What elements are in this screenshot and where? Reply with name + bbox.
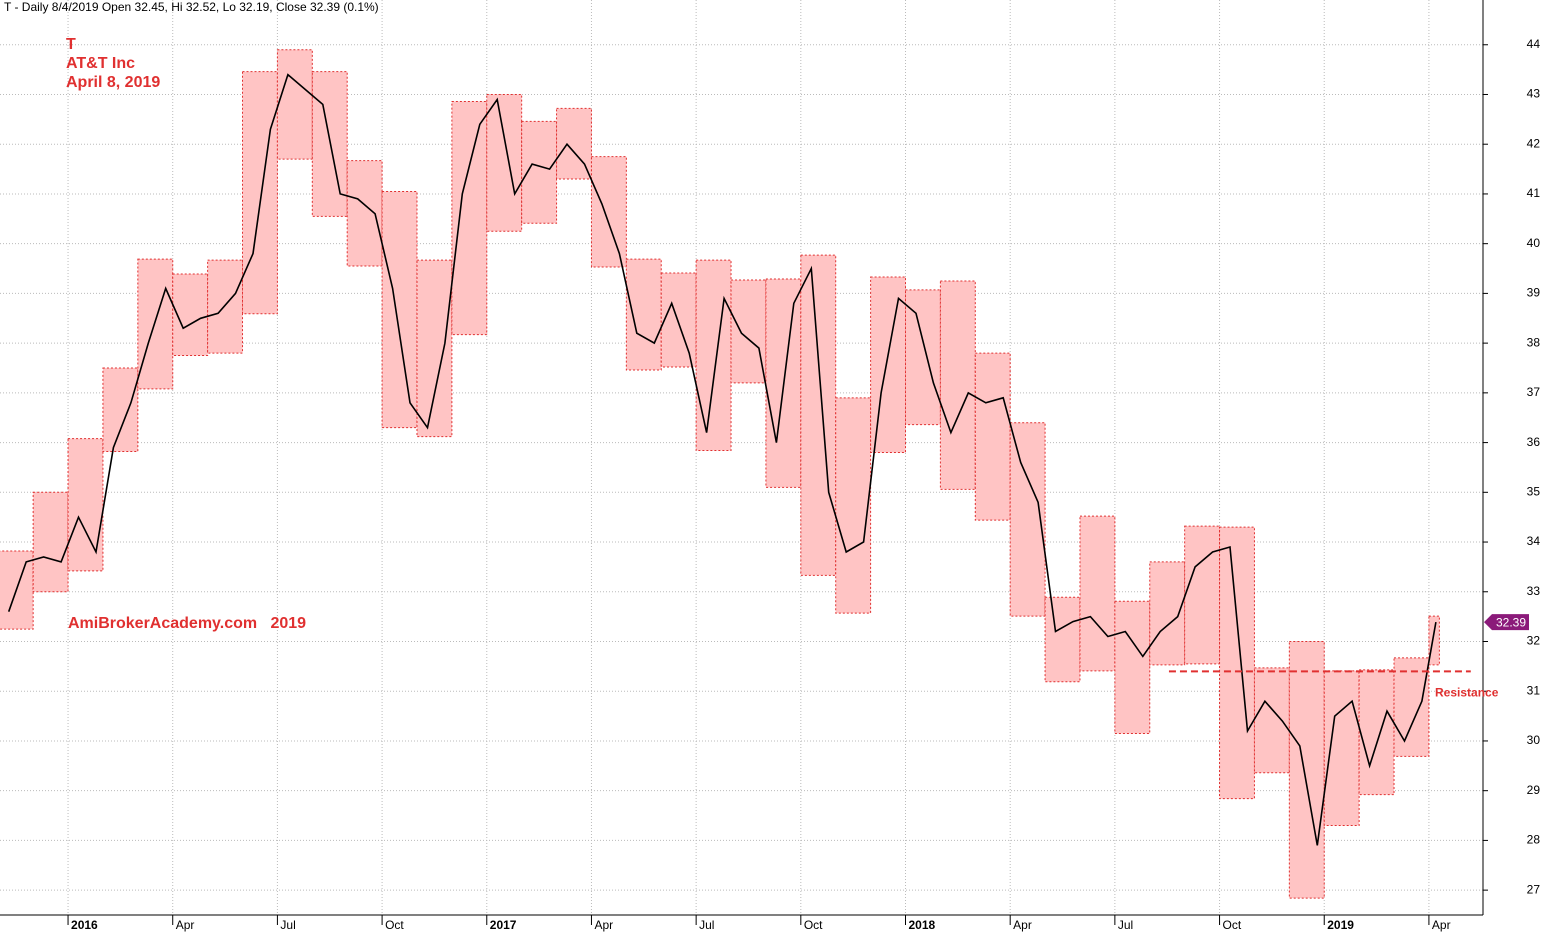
x-tick-label: Oct xyxy=(385,918,404,932)
month-range xyxy=(102,367,139,453)
y-tick-label: 38 xyxy=(1527,335,1541,349)
month-range xyxy=(1358,669,1395,796)
price-line xyxy=(7,73,1437,846)
last-price-tag xyxy=(1484,614,1529,631)
chart-title: T - Daily 8/4/2019 Open 32.45, Hi 32.52,… xyxy=(4,0,379,14)
x-tick-label: Apr xyxy=(594,918,613,932)
x-tick-label: 2019 xyxy=(1327,918,1354,932)
y-tick-label: 44 xyxy=(1527,37,1541,51)
month-range xyxy=(416,259,453,438)
y-tick-label: 34 xyxy=(1527,534,1541,548)
month-range xyxy=(346,160,383,267)
y-tick-label: 28 xyxy=(1527,833,1541,847)
month-range xyxy=(1393,657,1430,757)
month-range xyxy=(1044,596,1081,683)
watermark: AmiBrokerAcademy.com 2019 xyxy=(68,615,306,632)
month-range xyxy=(905,289,941,426)
monthly-ranges xyxy=(0,49,1440,899)
x-tick-label: Oct xyxy=(1223,918,1242,932)
resistance-label: Resistance xyxy=(1435,686,1499,700)
y-tick-label: 27 xyxy=(1527,882,1541,896)
month-range xyxy=(939,280,976,490)
date: April 8, 2019 xyxy=(66,74,160,91)
y-tick-label: 42 xyxy=(1527,136,1541,150)
y-tick-label: 39 xyxy=(1527,286,1541,300)
x-tick-label: Apr xyxy=(176,918,195,932)
month-range xyxy=(381,190,418,429)
month-range xyxy=(1009,422,1046,617)
y-tick-label: 29 xyxy=(1527,783,1541,797)
month-range xyxy=(800,254,837,576)
month-range xyxy=(207,259,244,354)
month-range xyxy=(1428,615,1440,666)
y-tick-label: 30 xyxy=(1527,733,1541,747)
x-tick-label: 2018 xyxy=(909,918,936,932)
x-tick-label: Apr xyxy=(1013,918,1032,932)
month-range xyxy=(625,258,662,371)
y-tick-label: 35 xyxy=(1527,484,1541,498)
month-range xyxy=(451,100,488,336)
month-range xyxy=(1114,600,1151,734)
month-range xyxy=(32,491,69,593)
y-tick-label: 31 xyxy=(1527,683,1541,697)
month-range xyxy=(870,276,907,454)
axes: 27 28 29 30 31 32 33 34 35 36 37 38 39 40 41 42 43 44 2016… xyxy=(67,37,1541,932)
month-range xyxy=(242,71,278,315)
month-range xyxy=(172,273,209,357)
y-tick-label: 33 xyxy=(1527,584,1541,598)
month-range xyxy=(276,49,313,160)
month-range xyxy=(1253,667,1290,774)
x-tick-label: Jul xyxy=(699,918,714,932)
month-range xyxy=(590,156,627,268)
month-range xyxy=(137,258,174,390)
month-range xyxy=(974,352,1011,521)
month-range xyxy=(1079,515,1116,672)
month-range xyxy=(1288,640,1325,899)
month-range xyxy=(486,93,523,232)
x-tick-label: Apr xyxy=(1432,918,1451,932)
month-range xyxy=(67,438,104,572)
x-tick-label: 2016 xyxy=(71,918,98,932)
x-tick-label: Oct xyxy=(804,918,823,932)
y-tick-label: 41 xyxy=(1527,186,1541,200)
x-tick-label: 2017 xyxy=(490,918,517,932)
month-range xyxy=(730,279,767,384)
symbol: T xyxy=(66,36,76,53)
y-tick-label: 43 xyxy=(1527,87,1541,101)
month-range xyxy=(1184,525,1221,665)
month-range xyxy=(695,259,732,452)
price xyxy=(7,73,1437,846)
month-range xyxy=(660,272,697,368)
y-tick-label: 37 xyxy=(1527,385,1541,399)
month-range xyxy=(835,397,872,614)
x-tick-label: Jul xyxy=(280,918,295,932)
month-range xyxy=(1323,670,1360,826)
x-tick-label: Jul xyxy=(1118,918,1133,932)
y-tick-label: 40 xyxy=(1527,236,1541,250)
y-tick-label: 36 xyxy=(1527,435,1541,449)
last-price-label: 32.39 xyxy=(1496,615,1526,629)
y-tick-label: 32 xyxy=(1527,634,1541,648)
month-range xyxy=(1219,526,1255,800)
company: AT&T Inc xyxy=(66,55,135,72)
